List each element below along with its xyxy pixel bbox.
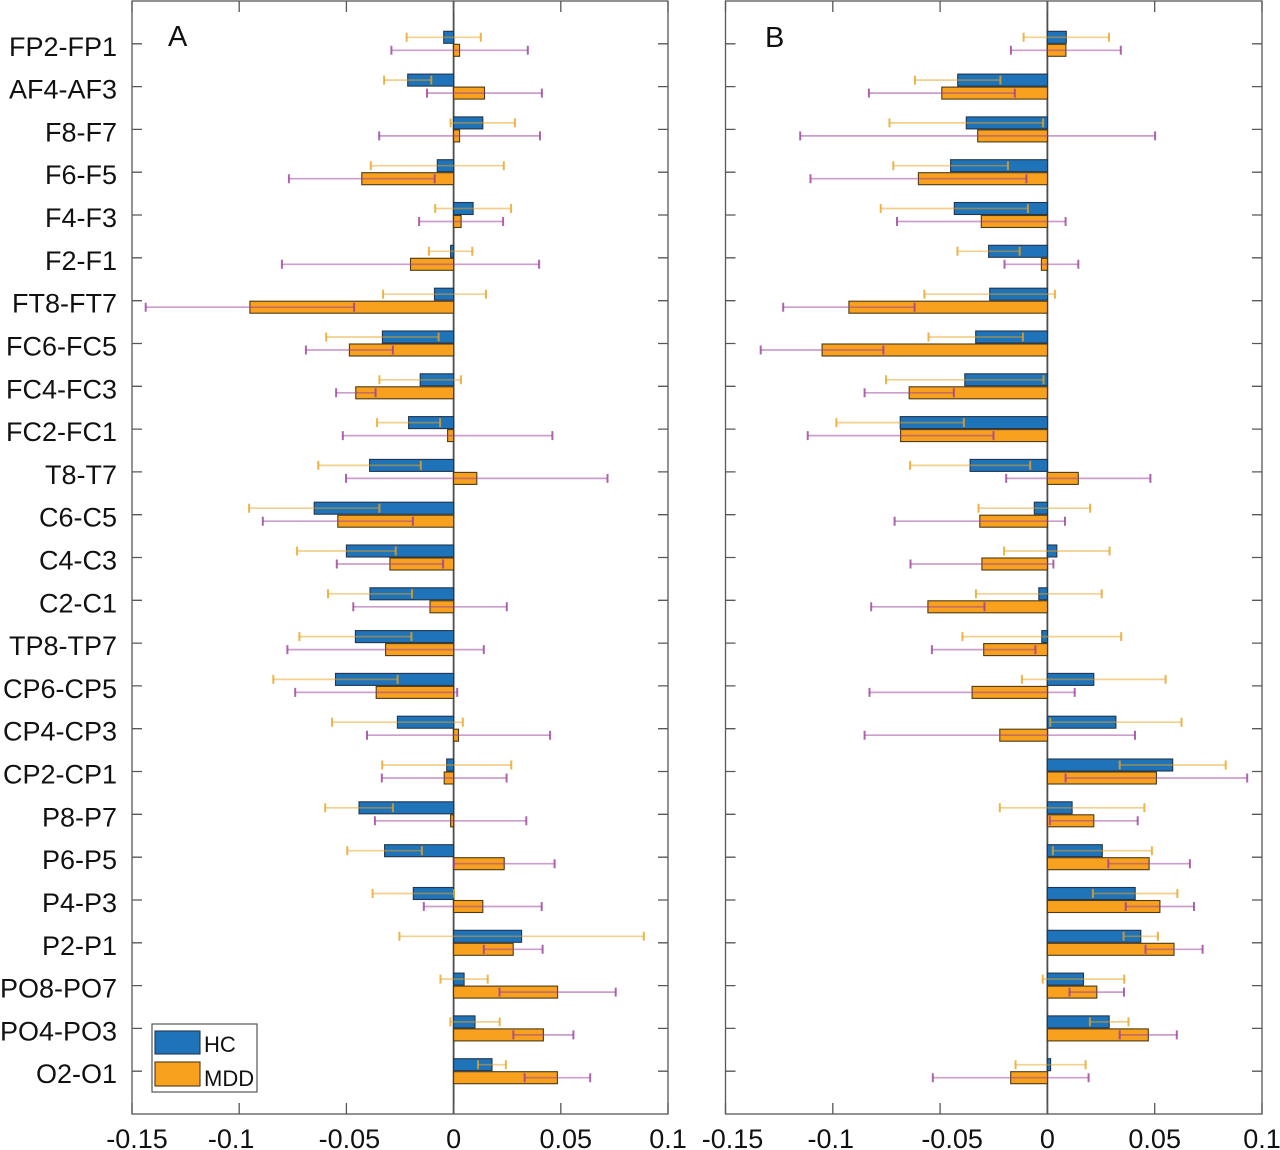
- svg-text:0.05: 0.05: [540, 1124, 593, 1150]
- svg-text:-0.1: -0.1: [208, 1124, 255, 1150]
- svg-text:FC2-FC1: FC2-FC1: [6, 417, 117, 447]
- svg-text:FT8-FT7: FT8-FT7: [12, 289, 117, 319]
- svg-text:FP2-FP1: FP2-FP1: [9, 32, 117, 62]
- svg-text:TP8-TP7: TP8-TP7: [9, 631, 117, 661]
- svg-text:0.1: 0.1: [649, 1124, 687, 1150]
- svg-text:CP6-CP5: CP6-CP5: [3, 674, 117, 704]
- svg-text:FC6-FC5: FC6-FC5: [6, 332, 117, 362]
- svg-text:F2-F1: F2-F1: [45, 246, 117, 276]
- svg-text:P4-P3: P4-P3: [42, 888, 117, 918]
- svg-text:0: 0: [446, 1124, 461, 1150]
- svg-text:HC: HC: [204, 1032, 236, 1057]
- svg-text:-0.1: -0.1: [808, 1124, 855, 1150]
- svg-text:AF4-AF3: AF4-AF3: [9, 75, 117, 105]
- svg-text:C4-C3: C4-C3: [39, 546, 117, 576]
- svg-text:P6-P5: P6-P5: [42, 845, 117, 875]
- svg-text:CP4-CP3: CP4-CP3: [3, 717, 117, 747]
- svg-text:0.05: 0.05: [1128, 1124, 1181, 1150]
- svg-text:FC4-FC3: FC4-FC3: [6, 374, 117, 404]
- svg-text:B: B: [765, 22, 784, 54]
- svg-text:-0.05: -0.05: [921, 1124, 983, 1150]
- svg-text:C2-C1: C2-C1: [39, 588, 117, 618]
- svg-text:T8-T7: T8-T7: [45, 460, 117, 490]
- svg-text:P2-P1: P2-P1: [42, 931, 117, 961]
- svg-text:A: A: [168, 21, 188, 53]
- svg-text:F6-F5: F6-F5: [45, 160, 117, 190]
- svg-text:O2-O1: O2-O1: [36, 1059, 117, 1089]
- svg-text:-0.15: -0.15: [702, 1124, 764, 1150]
- svg-text:F8-F7: F8-F7: [45, 117, 117, 147]
- svg-text:CP2-CP1: CP2-CP1: [3, 760, 117, 790]
- svg-text:-0.05: -0.05: [319, 1124, 381, 1150]
- svg-text:MDD: MDD: [204, 1066, 254, 1091]
- svg-text:PO4-PO3: PO4-PO3: [0, 1016, 117, 1046]
- svg-text:0.1: 0.1: [1243, 1124, 1280, 1150]
- svg-text:-0.15: -0.15: [106, 1124, 168, 1150]
- svg-text:C6-C5: C6-C5: [39, 503, 117, 533]
- svg-text:P8-P7: P8-P7: [42, 802, 117, 832]
- svg-text:0: 0: [1040, 1124, 1055, 1150]
- svg-text:F4-F3: F4-F3: [45, 203, 117, 233]
- svg-text:PO8-PO7: PO8-PO7: [0, 974, 117, 1004]
